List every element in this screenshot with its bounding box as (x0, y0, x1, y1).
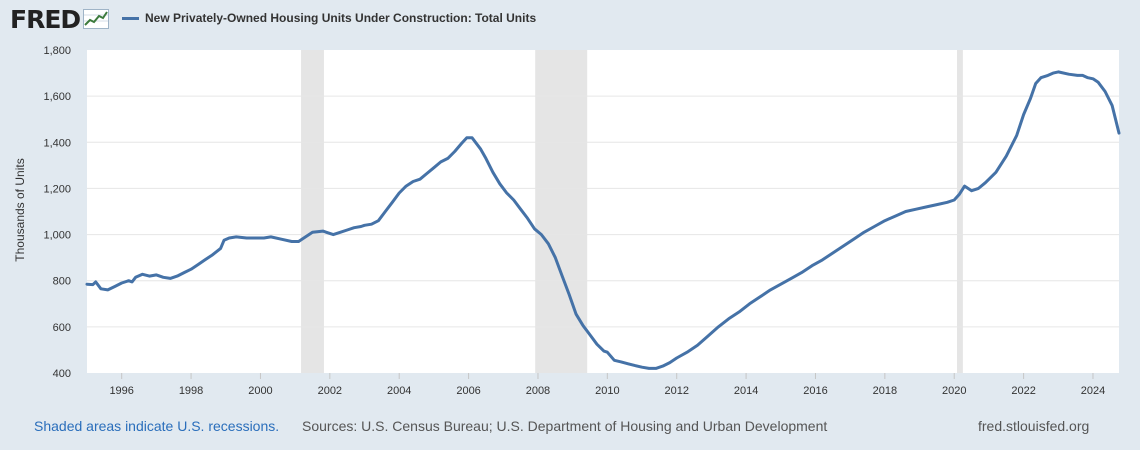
y-tick-label: 1,800 (43, 45, 71, 57)
series-line (85, 70, 1121, 370)
fred-logo-text: FRED (10, 4, 81, 34)
x-tick-labels: 1996 1998 2000 2002 2004 2006 2008 2010 2012 2014… (109, 385, 1105, 397)
recession-band (301, 50, 324, 373)
site-url[interactable]: fred.stlouisfed.org (978, 418, 1090, 434)
fred-logo-graph-icon (83, 9, 110, 29)
x-tick-label: 2016 (803, 385, 827, 397)
x-tick-label: 1998 (179, 385, 203, 397)
x-tick-label: 2018 (873, 385, 897, 397)
legend-series-swatch (122, 16, 139, 20)
recession-band (535, 50, 588, 373)
y-tick-label: 600 (53, 322, 71, 334)
y-tick-label: 1,400 (43, 137, 71, 149)
y-tick-label: 1,600 (43, 91, 71, 103)
fred-logo[interactable]: FRED (10, 4, 110, 34)
recession-note-link[interactable]: Shaded areas indicate U.S. recessions. (34, 418, 280, 434)
x-tick-label: 2010 (595, 385, 619, 397)
y-tick-labels: 400 600 800 1,000 1,200 1,400 1,600 1,800 (43, 45, 71, 380)
x-tick-label: 2006 (456, 385, 480, 397)
series-layer (85, 70, 1121, 370)
x-tick-label: 2000 (248, 385, 272, 397)
recession-band (957, 50, 963, 373)
plot-area (87, 50, 1119, 373)
gridlines (87, 95, 1119, 379)
x-tick-label: 2004 (387, 385, 411, 397)
x-tick-label: 2020 (942, 385, 966, 397)
y-tick-label: 800 (53, 276, 71, 288)
x-tick-label: 2008 (526, 385, 550, 397)
sources-text: Sources: U.S. Census Bureau; U.S. Depart… (302, 418, 828, 434)
x-tick-label: 2024 (1081, 385, 1105, 397)
y-tick-label: 1,000 (43, 230, 71, 242)
plot-background (87, 50, 1119, 373)
x-tick-label: 2014 (734, 385, 758, 397)
y-tick-label: 1,200 (43, 183, 71, 195)
chart-legend[interactable]: New Privately-Owned Housing Units Under … (122, 11, 536, 25)
legend-series-label: New Privately-Owned Housing Units Under … (145, 11, 537, 25)
chart-header: FRED New Privately-Owned Housing Units U… (0, 0, 1140, 38)
x-tick-label: 2022 (1011, 385, 1035, 397)
x-tick-label: 2012 (664, 385, 688, 397)
y-tick-label: 400 (53, 368, 71, 380)
x-tick-label: 1996 (109, 385, 133, 397)
x-tick-label: 2002 (318, 385, 342, 397)
